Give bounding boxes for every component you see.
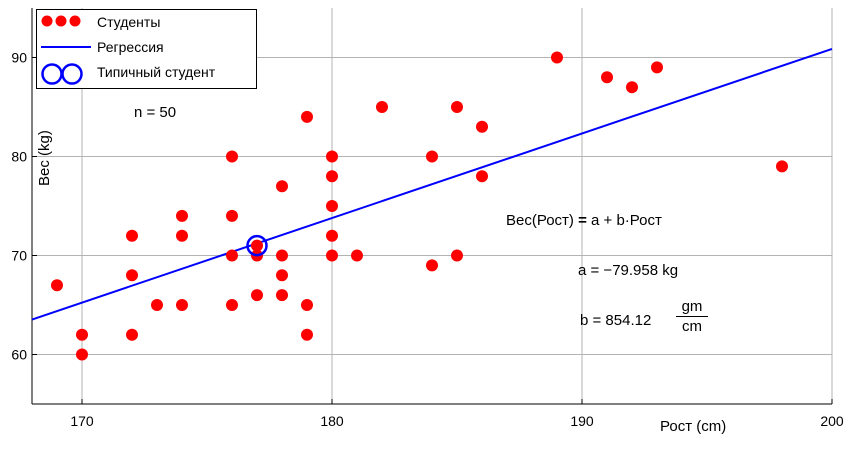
student-point: [651, 61, 663, 74]
student-point: [276, 289, 288, 302]
student-point: [126, 269, 138, 282]
y-tick-label: 80: [11, 149, 27, 165]
student-point: [326, 170, 338, 183]
regression-series: [31, 47, 833, 321]
regression-equation: Вес(Рост) = a + b·Рост: [506, 212, 662, 229]
student-point: [251, 289, 263, 302]
x-tick-label: 170: [70, 413, 94, 429]
student-point: [326, 229, 338, 242]
sample-size-label: n = 50: [134, 104, 177, 121]
student-point: [301, 110, 313, 123]
equation-lhs: Вес(Рост): [506, 212, 574, 229]
axes: [31, 8, 832, 405]
student-point: [626, 81, 638, 94]
student-point: [226, 249, 238, 262]
student-point: [176, 229, 188, 242]
student-point: [326, 249, 338, 262]
student-point: [226, 299, 238, 311]
student-point: [276, 269, 288, 282]
unit-numerator: gm: [681, 298, 703, 315]
student-point: [51, 279, 63, 292]
y-tick-label: 60: [11, 347, 27, 363]
student-point: [251, 239, 263, 252]
coefficient-b: b = 854.12: [580, 312, 652, 329]
regression-line: [31, 47, 833, 321]
student-point: [426, 150, 438, 163]
student-point: [301, 328, 313, 341]
student-point: [776, 160, 788, 173]
student-point: [326, 150, 338, 163]
student-point: [476, 170, 488, 183]
student-point: [176, 209, 188, 222]
blue-line-icon: [41, 46, 91, 48]
y-tick-labels: 60 70 80 90: [11, 50, 37, 363]
legend-label-students: Студенты: [97, 14, 161, 30]
students-series: [51, 51, 788, 361]
student-point: [451, 249, 463, 262]
legend-item-typical: Типичный студент: [37, 62, 256, 85]
student-point: [176, 299, 188, 311]
student-point: [276, 249, 288, 262]
student-point: [601, 71, 613, 84]
red-dots-icon: [41, 15, 81, 27]
student-point: [151, 299, 163, 311]
blue-circles-icon: [41, 63, 83, 85]
y-axis-label: Вес (kg): [36, 130, 53, 186]
x-tick-label: 200: [820, 413, 844, 429]
y-tick-label: 70: [11, 248, 27, 264]
fraction-bar: [676, 316, 708, 317]
legend-label-regression: Регрессия: [97, 39, 164, 55]
x-tick-label: 180: [320, 413, 344, 429]
legend-item-students: Студенты: [37, 12, 256, 34]
legend-item-regression: Регрессия: [37, 37, 256, 59]
legend-label-typical: Типичный студент: [97, 64, 216, 80]
coefficient-a: a = −79.958 kg: [578, 262, 679, 279]
student-point: [326, 200, 338, 212]
student-point: [226, 209, 238, 222]
student-point: [376, 101, 388, 113]
student-point: [301, 299, 313, 311]
student-point: [276, 180, 288, 193]
unit-denominator: cm: [682, 318, 702, 335]
x-tick-labels: 170 180 190 200: [70, 399, 844, 429]
typical-student-series: [246, 234, 268, 257]
equation-rhs: a + b·Рост: [591, 212, 662, 229]
student-point: [76, 348, 88, 361]
x-tick-label: 190: [570, 413, 594, 429]
student-point: [426, 259, 438, 272]
student-point: [126, 229, 138, 242]
student-point: [76, 328, 88, 341]
typical-student-point: [246, 234, 268, 257]
student-point: [351, 249, 363, 262]
coefficient-b-unit: gm cm: [672, 298, 712, 335]
student-point: [476, 120, 488, 133]
student-point: [226, 150, 238, 163]
student-point: [126, 328, 138, 341]
y-tick-label: 90: [11, 50, 27, 66]
legend: Студенты Регрессия Типичный студент: [36, 9, 257, 89]
student-point: [551, 51, 563, 64]
x-axis-label: Рост (cm): [660, 418, 726, 435]
equation-equals: =: [578, 212, 587, 229]
student-point: [451, 101, 463, 113]
